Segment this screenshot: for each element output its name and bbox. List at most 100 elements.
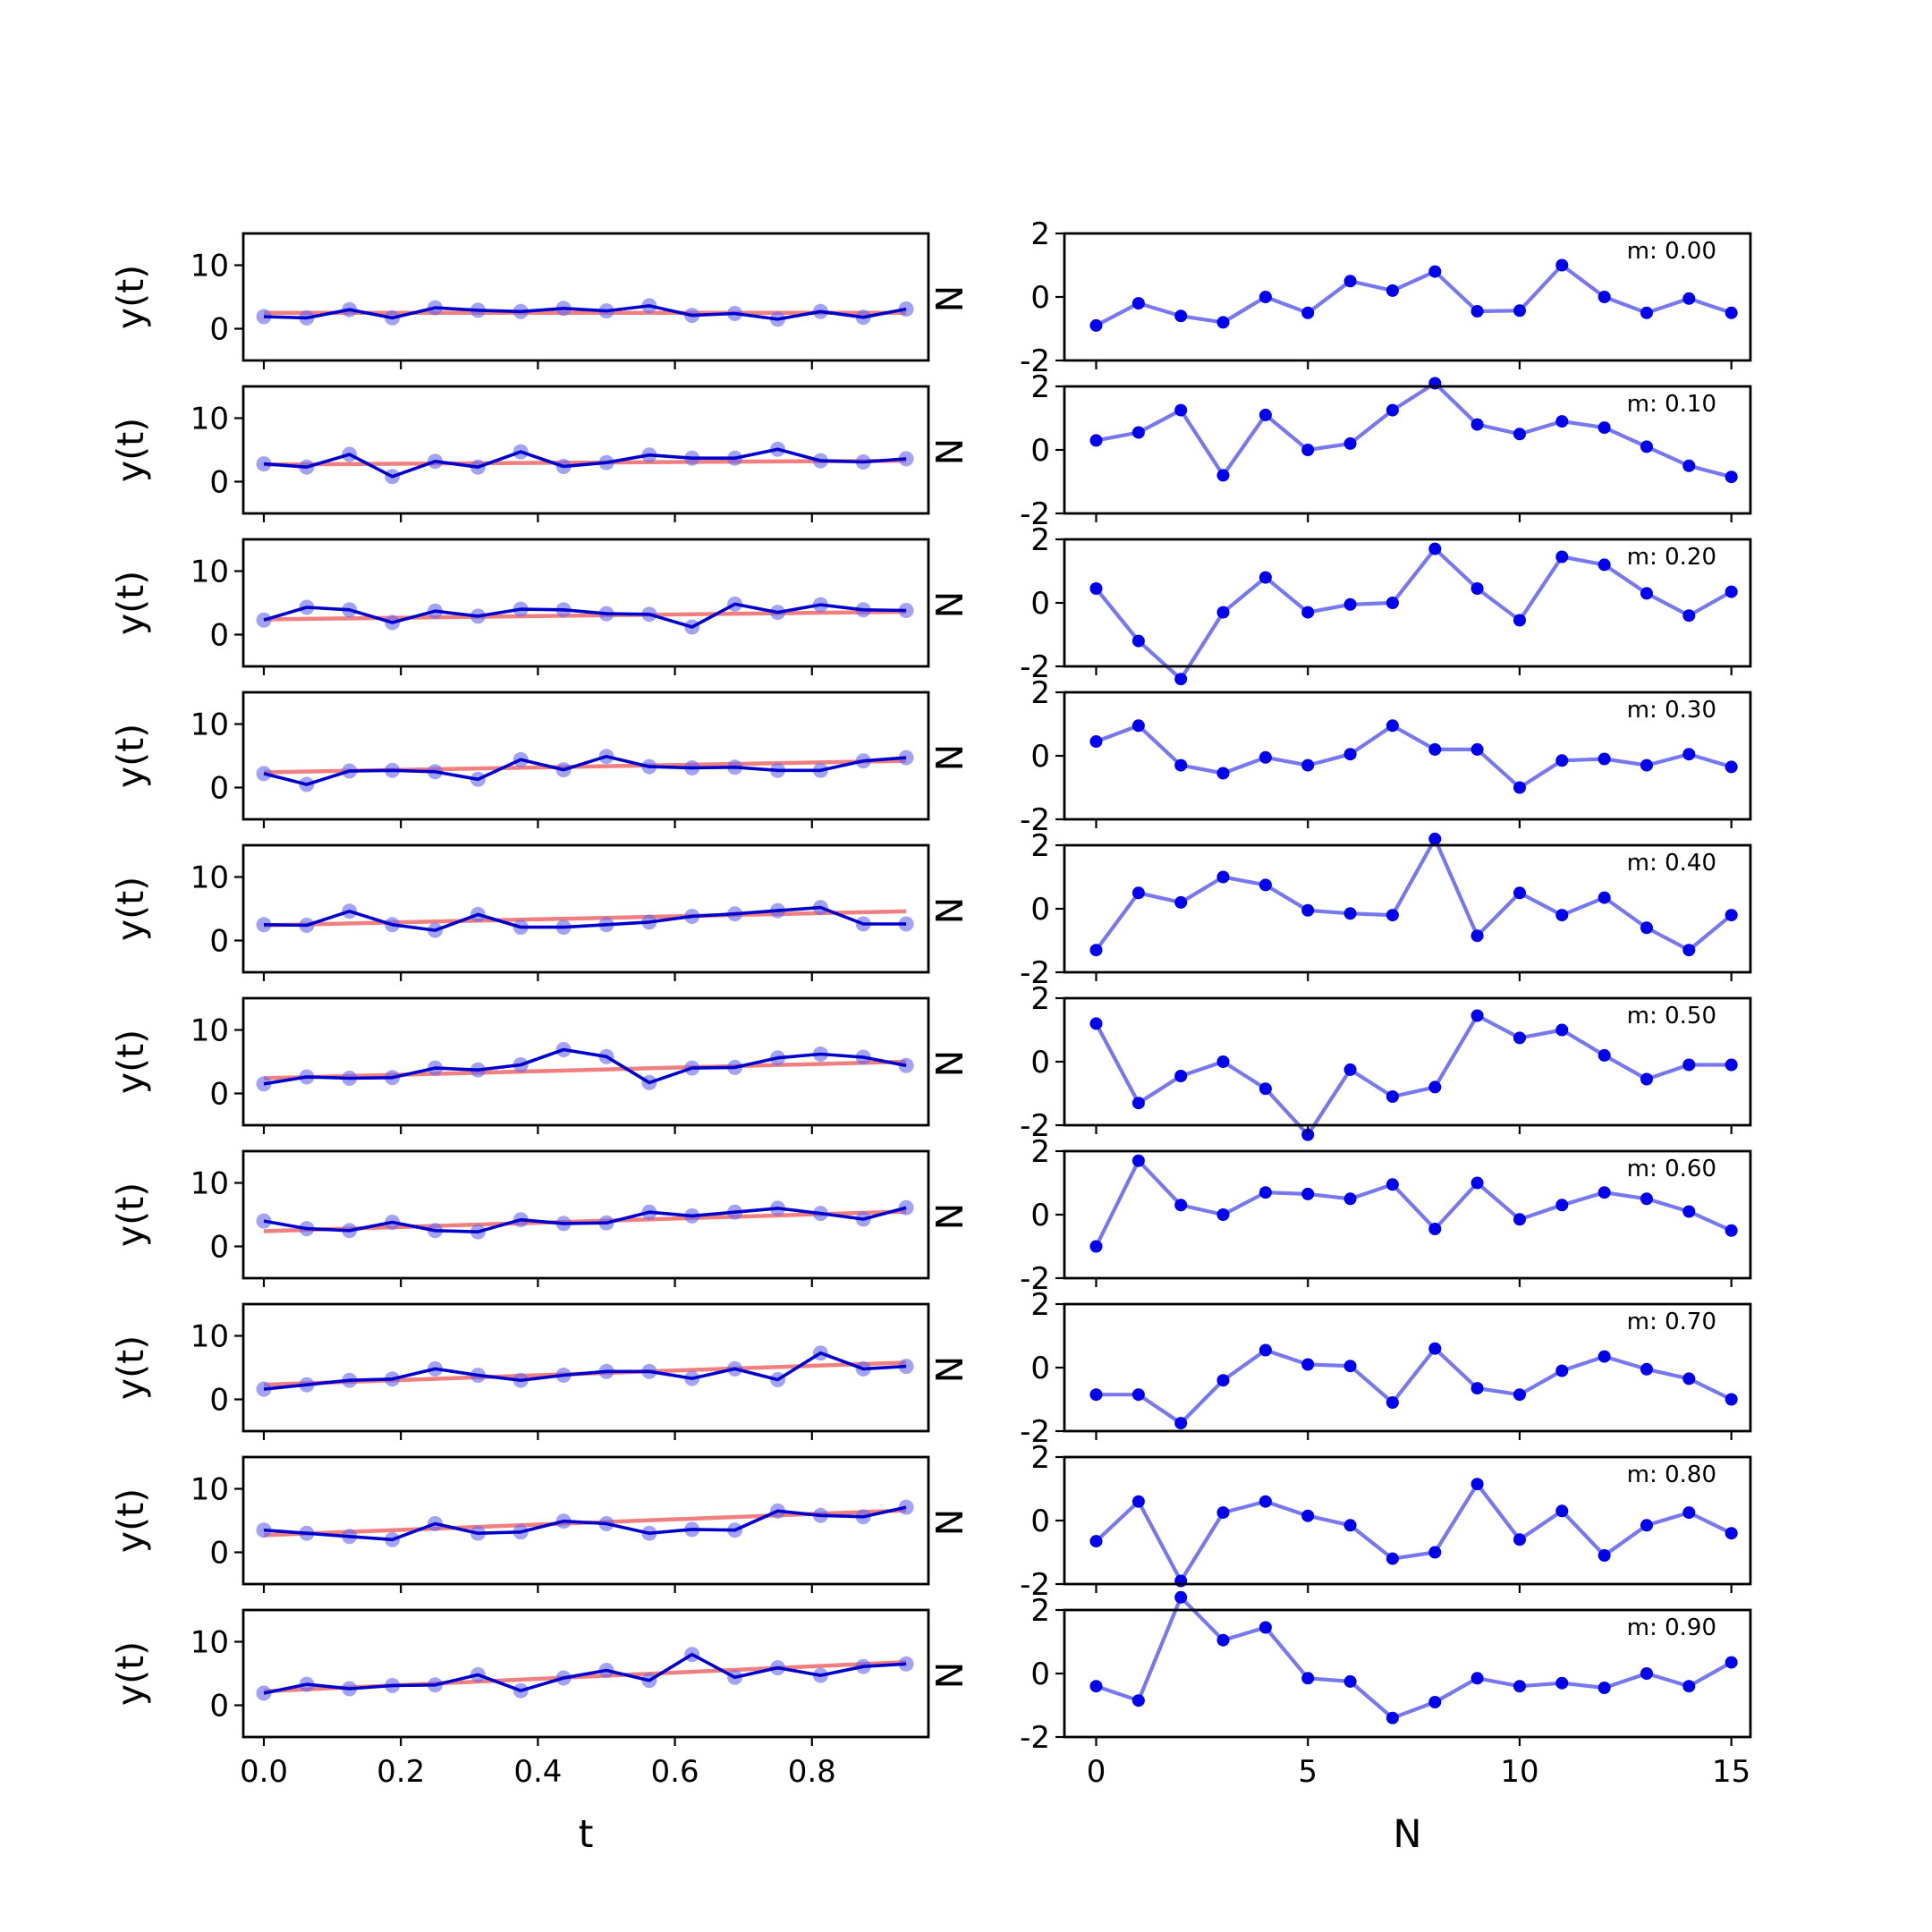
- residual-point-3-14: [1682, 748, 1696, 761]
- residual-point-9-12: [1597, 1682, 1611, 1694]
- right-ylabel-8: N: [928, 1509, 971, 1537]
- residual-point-1-4: [1258, 408, 1272, 421]
- trend-line-4: [263, 909, 907, 928]
- left-ylabel-9: y(t): [109, 1641, 152, 1706]
- residual-point-5-2: [1174, 1070, 1188, 1082]
- residual-point-3-12: [1597, 752, 1611, 766]
- residual-line-9: [1095, 1595, 1733, 1720]
- residual-point-8-8: [1428, 1546, 1442, 1559]
- residual-point-2-0: [1089, 582, 1103, 595]
- m-annotation-3: m: 0.30: [1627, 697, 1716, 724]
- left-axes-frame-1: [242, 385, 930, 515]
- residual-point-8-9: [1470, 1478, 1484, 1491]
- left-axes-frame-6: [242, 1149, 930, 1280]
- residual-point-3-7: [1385, 719, 1399, 733]
- left-ytick-label-3-1: 10: [191, 708, 229, 743]
- residual-point-4-10: [1513, 886, 1526, 900]
- residual-point-5-8: [1428, 1080, 1442, 1094]
- right-ylabel-6: N: [928, 1203, 971, 1231]
- residual-point-2-8: [1428, 542, 1442, 555]
- residual-point-5-3: [1216, 1055, 1230, 1068]
- residual-point-7-13: [1640, 1362, 1653, 1376]
- left-ytick-label-4-1: 10: [191, 860, 229, 896]
- residual-point-5-10: [1513, 1031, 1526, 1045]
- left-ytick-label-6-0: 0: [209, 1230, 229, 1266]
- left-ytick-label-1-1: 10: [191, 402, 229, 437]
- right-ytick-label-6-1: 0: [1030, 1198, 1050, 1233]
- residual-point-7-11: [1555, 1364, 1569, 1377]
- right-ytick-label-0-2: 2: [1030, 216, 1050, 252]
- left-ylabel-3: y(t): [109, 724, 152, 788]
- left-xtick-label-2: 0.4: [513, 1754, 562, 1790]
- left-ytick-label-2-0: 0: [209, 618, 229, 654]
- left-ylabel-7: y(t): [109, 1335, 152, 1400]
- residual-point-3-10: [1513, 781, 1526, 794]
- residual-point-8-14: [1682, 1506, 1696, 1520]
- right-ytick-label-9-0: -2: [1020, 1720, 1050, 1756]
- residual-point-6-9: [1470, 1176, 1484, 1190]
- residual-point-1-1: [1131, 426, 1145, 439]
- residual-point-4-14: [1682, 944, 1696, 957]
- right-ytick-label-7-0: -2: [1020, 1414, 1050, 1450]
- residual-point-9-14: [1682, 1680, 1696, 1693]
- residual-line-5: [1094, 1013, 1732, 1137]
- series-line-1: [263, 447, 907, 479]
- left-ytick-label-3-0: 0: [209, 771, 229, 807]
- right-ytick-label-3-0: -2: [1020, 802, 1050, 838]
- residual-point-0-12: [1597, 291, 1611, 303]
- residual-point-3-3: [1216, 767, 1230, 780]
- residual-point-6-12: [1597, 1186, 1611, 1199]
- right-ylabel-2: N: [928, 591, 971, 619]
- left-ytick-label-8-0: 0: [209, 1536, 229, 1572]
- residual-point-3-6: [1343, 748, 1357, 761]
- left-axes-frame-0: [242, 232, 930, 362]
- residual-point-8-12: [1597, 1549, 1611, 1562]
- residual-point-8-11: [1555, 1504, 1569, 1518]
- residual-point-4-11: [1555, 909, 1569, 922]
- residual-point-2-3: [1216, 606, 1230, 619]
- right-ytick-label-4-0: -2: [1020, 955, 1050, 991]
- residual-point-8-4: [1258, 1495, 1272, 1508]
- residual-point-5-13: [1640, 1072, 1653, 1086]
- left-ytick-label-8-1: 10: [191, 1472, 229, 1508]
- residual-point-8-1: [1131, 1495, 1145, 1508]
- residual-point-0-7: [1385, 284, 1399, 297]
- residual-point-2-2: [1174, 673, 1188, 686]
- right-ytick-label-0-0: -2: [1020, 343, 1050, 379]
- left-xtick-label-1: 0.2: [377, 1754, 425, 1790]
- residual-point-4-9: [1470, 929, 1484, 943]
- residual-point-1-6: [1343, 436, 1357, 450]
- residual-point-1-11: [1555, 415, 1569, 428]
- residual-point-7-15: [1724, 1393, 1738, 1406]
- residual-point-0-15: [1724, 306, 1738, 319]
- series-line-0: [263, 304, 907, 321]
- residual-point-6-13: [1640, 1192, 1653, 1206]
- residual-point-7-4: [1258, 1343, 1272, 1357]
- right-xtick-label-2: 10: [1500, 1754, 1538, 1790]
- residual-point-5-15: [1724, 1058, 1738, 1072]
- residual-point-5-12: [1597, 1048, 1611, 1062]
- residual-line-6: [1094, 1158, 1733, 1248]
- left-axes-frame-7: [242, 1302, 930, 1433]
- left-ylabel-8: y(t): [109, 1488, 152, 1553]
- right-ytick-label-1-1: 0: [1030, 433, 1050, 469]
- residual-point-0-1: [1131, 297, 1145, 310]
- series-line-4: [263, 905, 907, 932]
- residual-point-3-1: [1131, 719, 1145, 733]
- right-ytick-label-3-1: 0: [1030, 739, 1050, 775]
- m-annotation-8: m: 0.80: [1627, 1462, 1716, 1488]
- residual-point-2-10: [1513, 614, 1526, 627]
- left-axes-frame-5: [242, 996, 930, 1127]
- residual-point-3-13: [1640, 758, 1653, 772]
- residual-point-5-5: [1301, 1128, 1315, 1141]
- left-axes-frame-8: [242, 1455, 930, 1586]
- residual-point-2-12: [1597, 558, 1611, 572]
- residual-point-7-6: [1343, 1360, 1357, 1373]
- left-ytick-label-9-0: 0: [209, 1689, 229, 1724]
- residual-point-0-3: [1216, 316, 1230, 329]
- series-line-8: [263, 1505, 907, 1542]
- residual-point-7-10: [1513, 1388, 1526, 1402]
- left-ytick-label-2-1: 10: [191, 555, 229, 590]
- left-xtick-label-0: 0.0: [240, 1754, 288, 1790]
- left-ytick-label-7-1: 10: [191, 1319, 229, 1355]
